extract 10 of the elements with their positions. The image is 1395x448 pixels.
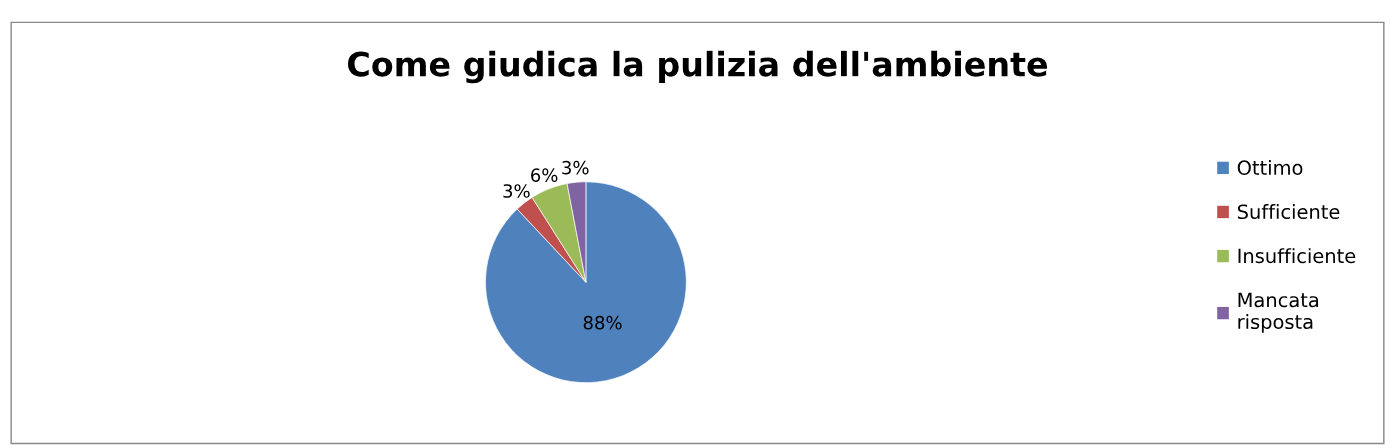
legend-label: Sufficiente [1237, 204, 1340, 220]
legend-label: Ottimo [1237, 159, 1303, 176]
data-label: 3% [562, 160, 589, 175]
data-label: 6% [531, 168, 558, 182]
data-label: 3% [503, 184, 530, 198]
legend-label: Insufficiente [1238, 248, 1356, 264]
legend-label: Mancata risposta [1238, 292, 1319, 333]
data-label: 88% [583, 315, 622, 330]
chart-title: Come giudica la pulizia dell'ambiente [348, 50, 1048, 84]
pie-slice [485, 181, 687, 384]
